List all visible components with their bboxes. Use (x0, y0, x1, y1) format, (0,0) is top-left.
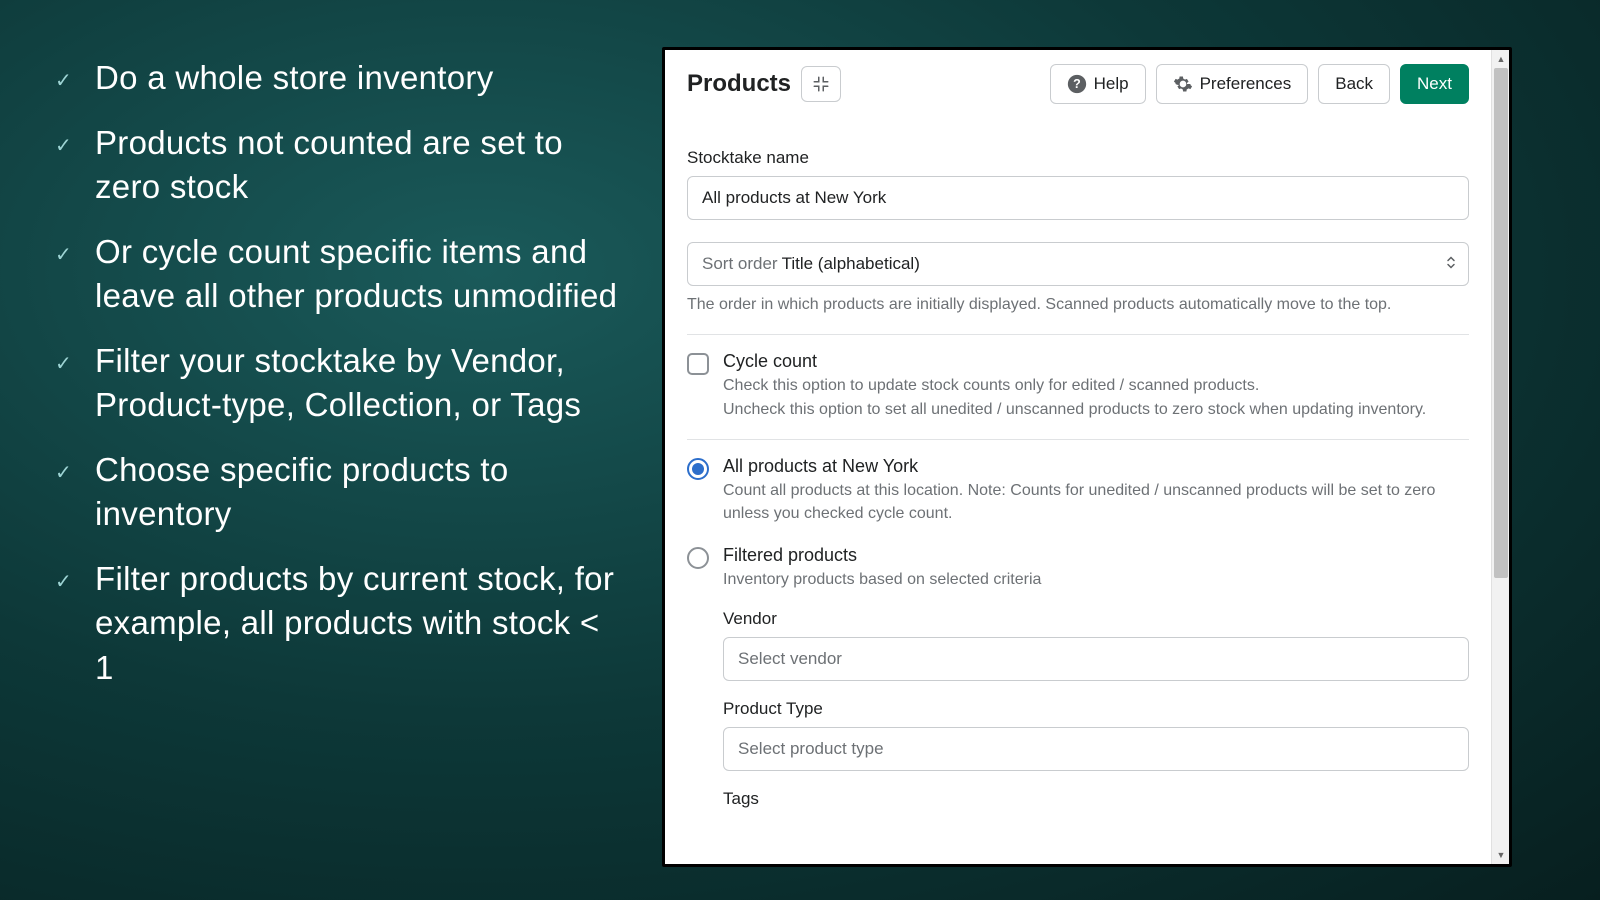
help-button[interactable]: ? Help (1050, 64, 1146, 104)
bullet-item: ✓ Filter products by current stock, for … (55, 557, 625, 691)
help-label: Help (1094, 74, 1129, 94)
back-label: Back (1335, 74, 1373, 94)
help-icon: ? (1067, 74, 1087, 94)
tags-label: Tags (723, 789, 1469, 809)
filter-sub-fields: Vendor Select vendor Product Type Select… (723, 609, 1469, 809)
radio-all-products-row: All products at New York Count all produ… (687, 456, 1469, 525)
header-right: ? Help Preferences Back Next (1050, 64, 1469, 104)
sort-order-label: Sort order (702, 254, 778, 274)
bullet-text: Or cycle count specific items and leave … (95, 230, 625, 319)
bullet-text: Filter your stocktake by Vendor, Product… (95, 339, 625, 428)
bullet-text: Choose specific products to inventory (95, 448, 625, 537)
vendor-label: Vendor (723, 609, 1469, 629)
cycle-count-row: Cycle count Check this option to update … (687, 351, 1469, 420)
bullet-text: Filter products by current stock, for ex… (95, 557, 625, 691)
radio-filtered-title: Filtered products (723, 545, 1041, 566)
cycle-count-desc1: Check this option to update stock counts… (723, 374, 1426, 397)
back-button[interactable]: Back (1318, 64, 1390, 104)
sort-order-help: The order in which products are initiall… (687, 294, 1469, 316)
svg-text:?: ? (1073, 77, 1081, 91)
divider (687, 334, 1469, 335)
check-icon: ✓ (55, 230, 95, 267)
bullet-item: ✓ Filter your stocktake by Vendor, Produ… (55, 339, 625, 428)
collapse-button[interactable] (801, 66, 841, 102)
scroll-up-icon[interactable]: ▲ (1492, 50, 1510, 68)
radio-filtered-products[interactable] (687, 547, 709, 569)
vendor-placeholder: Select vendor (738, 649, 842, 669)
check-icon: ✓ (55, 56, 95, 93)
radio-all-desc: Count all products at this location. Not… (723, 479, 1469, 525)
radio-all-products[interactable] (687, 458, 709, 480)
cycle-count-content: Cycle count Check this option to update … (723, 351, 1426, 420)
preferences-button[interactable]: Preferences (1156, 64, 1309, 104)
cycle-count-desc2: Uncheck this option to set all unedited … (723, 398, 1426, 421)
bullet-item: ✓ Do a whole store inventory (55, 56, 625, 101)
bullet-item: ✓ Choose specific products to inventory (55, 448, 625, 537)
bullet-text: Do a whole store inventory (95, 56, 494, 101)
bullet-item: ✓ Or cycle count specific items and leav… (55, 230, 625, 319)
cycle-count-checkbox[interactable] (687, 353, 709, 375)
radio-filtered-content: Filtered products Inventory products bas… (723, 545, 1041, 591)
stocktake-name-label: Stocktake name (687, 148, 1469, 168)
product-type-select[interactable]: Select product type (723, 727, 1469, 771)
app-window: ▲ ▼ Products ? Help (662, 47, 1512, 867)
stocktake-name-value: All products at New York (702, 188, 886, 208)
sort-order-select[interactable]: Sort order Title (alphabetical) (687, 242, 1469, 286)
next-label: Next (1417, 74, 1452, 94)
header-row: Products ? Help (687, 64, 1469, 104)
radio-filtered-desc: Inventory products based on selected cri… (723, 568, 1041, 591)
divider (687, 439, 1469, 440)
sort-order-value: Title (alphabetical) (782, 254, 920, 274)
check-icon: ✓ (55, 121, 95, 158)
next-button[interactable]: Next (1400, 64, 1469, 104)
check-icon: ✓ (55, 339, 95, 376)
preferences-label: Preferences (1200, 74, 1292, 94)
header-left: Products (687, 66, 841, 102)
app-content: Products ? Help (665, 50, 1491, 864)
page-title: Products (687, 70, 791, 98)
scroll-thumb[interactable] (1494, 68, 1508, 578)
form-panel: Stocktake name All products at New York … (687, 122, 1469, 809)
radio-filtered-row: Filtered products Inventory products bas… (687, 545, 1469, 591)
check-icon: ✓ (55, 448, 95, 485)
check-icon: ✓ (55, 557, 95, 594)
product-type-placeholder: Select product type (738, 739, 884, 759)
gear-icon (1173, 74, 1193, 94)
bullet-item: ✓ Products not counted are set to zero s… (55, 121, 625, 210)
radio-all-content: All products at New York Count all produ… (723, 456, 1469, 525)
cycle-count-title: Cycle count (723, 351, 1426, 372)
product-type-label: Product Type (723, 699, 1469, 719)
stocktake-name-input[interactable]: All products at New York (687, 176, 1469, 220)
chevron-updown-icon (1446, 256, 1456, 273)
bullet-text: Products not counted are set to zero sto… (95, 121, 625, 210)
scroll-down-icon[interactable]: ▼ (1492, 846, 1510, 864)
radio-all-title: All products at New York (723, 456, 1469, 477)
vendor-select[interactable]: Select vendor (723, 637, 1469, 681)
collapse-icon (812, 75, 830, 93)
feature-bullet-list: ✓ Do a whole store inventory ✓ Products … (55, 56, 625, 711)
scrollbar[interactable]: ▲ ▼ (1491, 50, 1509, 864)
